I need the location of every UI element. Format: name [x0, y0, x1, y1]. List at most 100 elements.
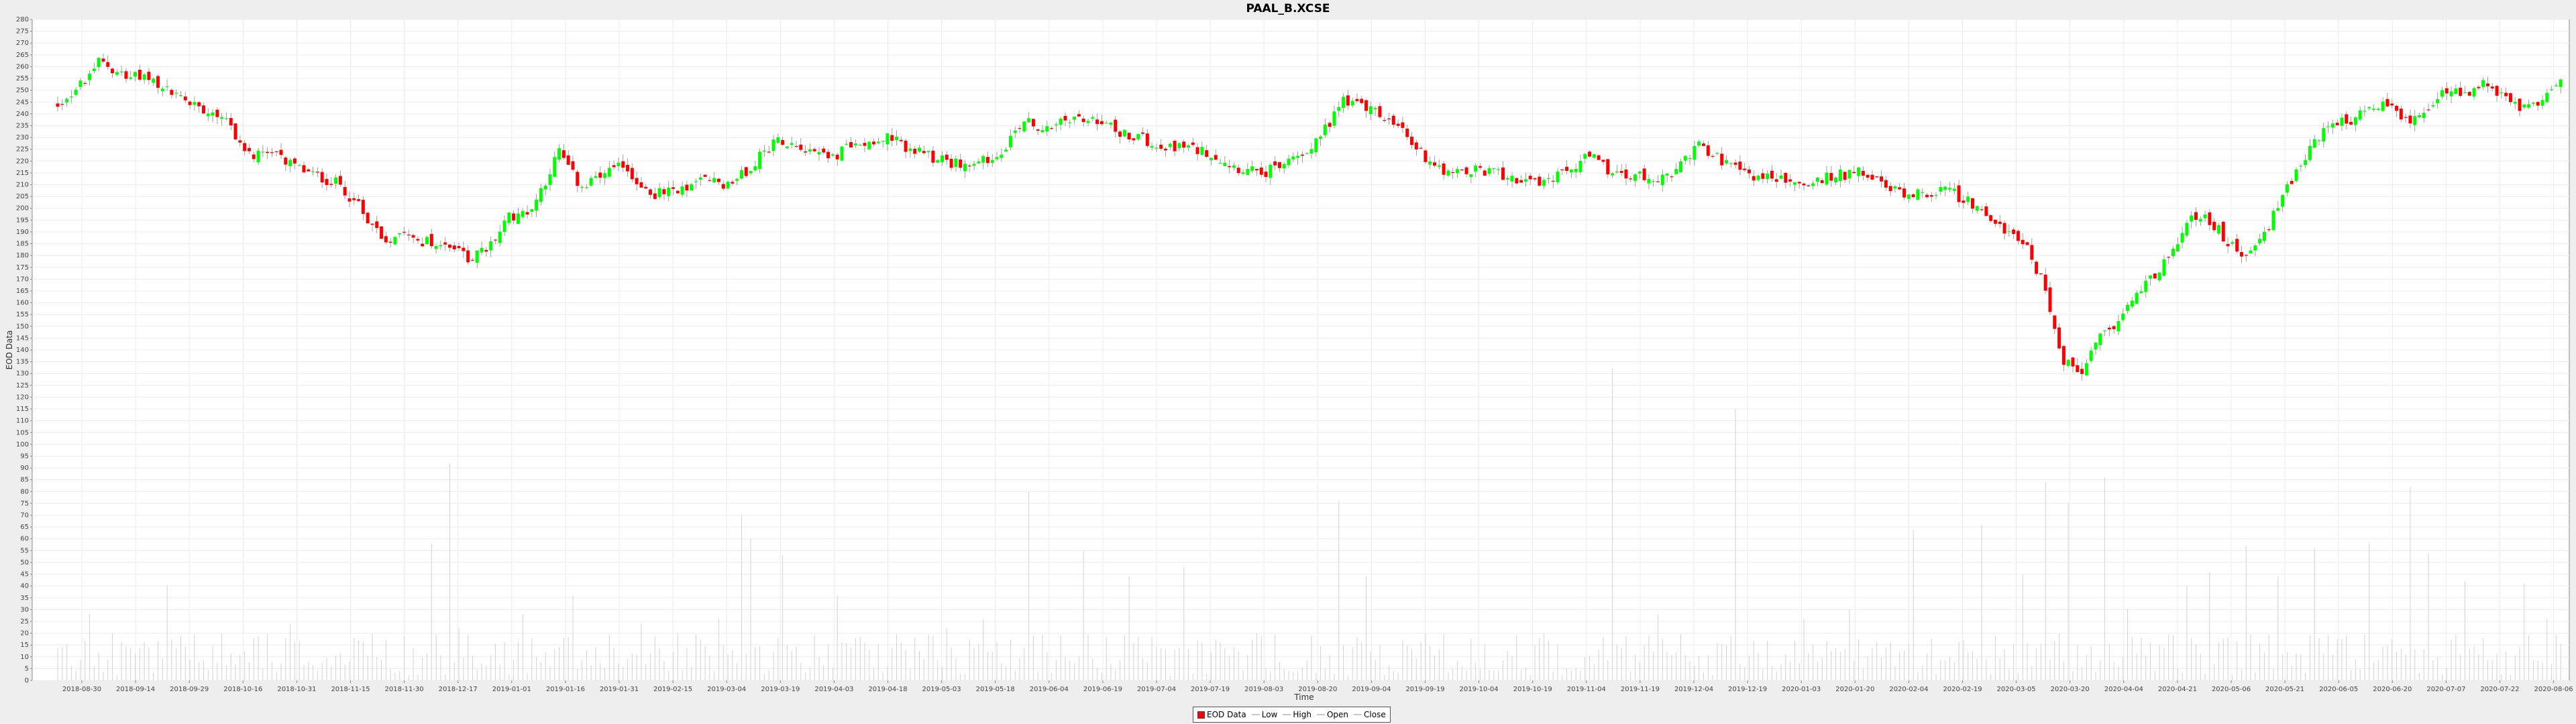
- x-tick-label: 2019-03-19: [761, 686, 800, 693]
- candle-body: [92, 68, 96, 71]
- candle-body: [388, 241, 392, 243]
- y-tick-label: 260: [16, 63, 29, 70]
- candle-body: [1368, 106, 1373, 115]
- candle-body: [1866, 174, 1870, 178]
- candle-body: [2404, 117, 2408, 118]
- candle-body: [2559, 79, 2563, 87]
- y-tick-label: 210: [16, 182, 29, 189]
- candle-body: [2094, 343, 2098, 350]
- candle-body: [297, 165, 301, 166]
- x-tick-label: 2019-12-19: [1728, 686, 1767, 693]
- legend-label-eod: EOD Data: [1207, 710, 1246, 719]
- candle-body: [325, 178, 329, 185]
- candle-body: [516, 213, 520, 225]
- candle-body: [147, 72, 151, 80]
- candle-body: [1332, 111, 1336, 126]
- candle-body: [1792, 182, 1796, 185]
- candle-body: [2317, 140, 2321, 141]
- candle-body: [1497, 169, 1501, 170]
- candle-body: [1510, 176, 1514, 182]
- candle-body: [1195, 147, 1199, 154]
- candle-body: [502, 221, 506, 232]
- candle-body: [366, 213, 370, 224]
- candle-body: [2216, 225, 2220, 234]
- candle-body: [347, 198, 352, 202]
- candle-body: [721, 184, 725, 189]
- candle-body: [1693, 145, 1697, 160]
- candle-body: [320, 172, 324, 183]
- candle-body: [1565, 166, 1569, 171]
- candle-body: [1674, 169, 1678, 174]
- y-tick-label: 160: [16, 300, 29, 307]
- candle-body: [1647, 179, 1651, 184]
- candle-body: [78, 80, 83, 87]
- candle-body: [375, 221, 379, 229]
- candle-body: [849, 142, 853, 148]
- candle-body: [2035, 261, 2039, 274]
- candle-body: [1008, 135, 1012, 147]
- candle-body: [1501, 167, 1505, 180]
- candle-body: [731, 182, 735, 184]
- candle-body: [183, 96, 187, 101]
- y-tick-label: 250: [16, 87, 29, 95]
- candle-body: [2226, 243, 2230, 247]
- candle-body: [1451, 172, 1455, 173]
- candle-body: [1410, 136, 1414, 145]
- candle-body: [284, 158, 288, 165]
- candle-body: [2367, 107, 2371, 109]
- candle-body: [1405, 128, 1409, 137]
- candle-body: [1880, 176, 1884, 182]
- candle-body: [598, 172, 602, 178]
- candle-body: [2267, 229, 2271, 231]
- candle-body: [830, 154, 835, 156]
- x-tick-label: 2019-06-19: [1083, 686, 1122, 693]
- candle-body: [539, 188, 543, 202]
- x-tick-label: 2020-04-21: [2158, 686, 2197, 693]
- candle-body: [475, 250, 479, 263]
- candle-body: [2540, 100, 2544, 106]
- candle-body: [115, 72, 119, 75]
- candle-body: [307, 169, 311, 172]
- candle-series: [56, 53, 2563, 381]
- legend-item-high: High: [1283, 710, 1311, 719]
- candle-body: [1505, 178, 1509, 180]
- candle-body: [922, 151, 926, 154]
- candle-body: [152, 78, 156, 83]
- candle-body: [1314, 138, 1318, 153]
- x-tick-label: 2018-11-30: [385, 686, 424, 693]
- x-tick-label: 2019-01-01: [492, 686, 531, 693]
- candle-body: [1619, 171, 1623, 173]
- candle-body: [1246, 169, 1250, 175]
- candle-body: [97, 58, 101, 68]
- candle-body: [1337, 107, 1341, 111]
- candle-body: [2481, 80, 2485, 87]
- candle-body: [1911, 194, 1915, 198]
- candle-body: [220, 117, 224, 119]
- candle-body: [1077, 114, 1081, 117]
- candle-body: [1036, 129, 1040, 131]
- y-tick-label: 110: [16, 418, 29, 425]
- candle-body: [2149, 276, 2153, 279]
- candle-body: [2390, 103, 2394, 106]
- candle-body: [735, 178, 739, 181]
- candle-body: [1583, 154, 1587, 159]
- candle-body: [716, 178, 720, 182]
- candle-body: [1050, 128, 1054, 129]
- candle-body: [384, 236, 388, 243]
- candle-body: [1670, 176, 1674, 178]
- chart-title: PAAL_B.XCSE: [1246, 2, 1330, 15]
- candle-body: [2043, 274, 2047, 291]
- candle-body: [576, 172, 580, 186]
- candle-body: [2048, 287, 2052, 312]
- candle-body: [2258, 239, 2262, 244]
- candle-body: [972, 164, 976, 166]
- candle-body: [229, 118, 233, 125]
- candle-body: [561, 150, 566, 158]
- candle-body: [1770, 170, 1774, 179]
- candle-body: [1893, 186, 1897, 189]
- candle-body: [129, 77, 133, 79]
- candle-body: [2002, 223, 2006, 234]
- candle-body: [270, 152, 274, 154]
- candle-body: [2157, 272, 2161, 281]
- candle-body: [2162, 259, 2166, 276]
